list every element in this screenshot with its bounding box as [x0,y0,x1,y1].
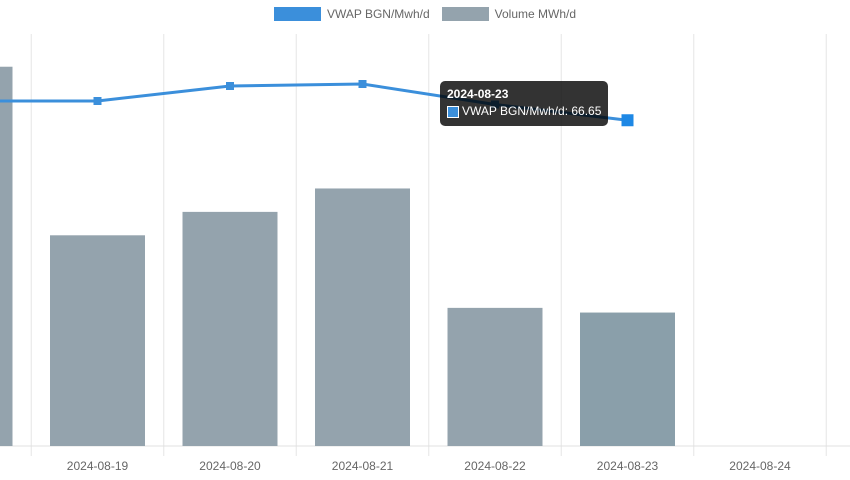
volume-bar-2024-08-22 [447,307,543,446]
x-tick-label-2024-08-22: 2024-08-22 [464,459,526,473]
legend-item-volume[interactable]: Volume MWh/d [441,7,577,21]
legend-swatch-vwap [273,7,321,21]
volume-bar-2024-08-19 [50,235,145,446]
x-tick-label-2024-08-24: 2024-08-24 [729,459,791,473]
x-tick-label-2024-08-21: 2024-08-21 [332,459,394,473]
x-tick-label-2024-08-19: 2024-08-19 [67,459,129,473]
tooltip-swatch [447,105,459,118]
x-tick-label-2024-08-20: 2024-08-20 [199,459,261,473]
vwap-point-2024-08-20 [226,82,234,90]
x-tick-label-2024-08-23: 2024-08-23 [597,459,659,473]
chart-legend: VWAP BGN/Mwh/d Volume MWh/d [0,7,850,21]
volume-bar-2024-08-21 [315,188,410,446]
legend-label-vwap: VWAP BGN/Mwh/d [326,7,430,21]
vwap-point-2024-08-23 [621,114,634,127]
volume-bar-2024-08-20 [182,211,278,446]
volume-bar-2024-08-18 [0,66,13,447]
legend-swatch-volume [441,7,489,21]
chart-tooltip: 2024-08-23 VWAP BGN/Mwh/d: 66.65 [440,81,609,126]
vwap-point-2024-08-21 [358,80,367,88]
tooltip-label: VWAP BGN/Mwh/d: 66.65 [462,104,602,118]
volume-bar-2024-08-23 [580,312,675,446]
legend-label-volume: Volume MWh/d [494,7,577,21]
vwap-point-2024-08-19 [93,97,102,105]
tooltip-row: VWAP BGN/Mwh/d: 66.65 [447,103,601,120]
legend-item-vwap[interactable]: VWAP BGN/Mwh/d [273,7,430,21]
tooltip-title: 2024-08-23 [447,87,509,101]
